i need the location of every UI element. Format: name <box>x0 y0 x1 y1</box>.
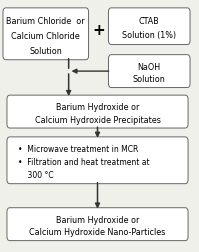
Text: •  Microwave treatment in MCR: • Microwave treatment in MCR <box>18 144 138 153</box>
FancyBboxPatch shape <box>7 96 188 129</box>
FancyBboxPatch shape <box>7 137 188 184</box>
Text: Barium Hydroxide or: Barium Hydroxide or <box>56 103 139 112</box>
FancyBboxPatch shape <box>108 55 190 88</box>
Text: •  Filtration and heat treatment at: • Filtration and heat treatment at <box>18 158 149 166</box>
Text: NaOH: NaOH <box>138 62 161 71</box>
FancyBboxPatch shape <box>7 208 188 241</box>
Text: Solution: Solution <box>133 75 166 84</box>
Text: Calcium Hydroxide Nano-Particles: Calcium Hydroxide Nano-Particles <box>29 227 166 236</box>
FancyBboxPatch shape <box>108 9 190 45</box>
Text: Calcium Hydroxide Precipitates: Calcium Hydroxide Precipitates <box>35 115 160 124</box>
Text: CTAB: CTAB <box>139 17 160 26</box>
Text: Barium Chloride  or: Barium Chloride or <box>6 17 85 26</box>
Text: Solution (1%): Solution (1%) <box>122 31 176 40</box>
Text: 300 °C: 300 °C <box>18 171 54 179</box>
Text: Calcium Chloride: Calcium Chloride <box>11 32 80 41</box>
Text: +: + <box>92 23 105 38</box>
Text: Barium Hydroxide or: Barium Hydroxide or <box>56 215 139 224</box>
FancyBboxPatch shape <box>3 9 89 60</box>
Text: Solution: Solution <box>29 46 62 55</box>
